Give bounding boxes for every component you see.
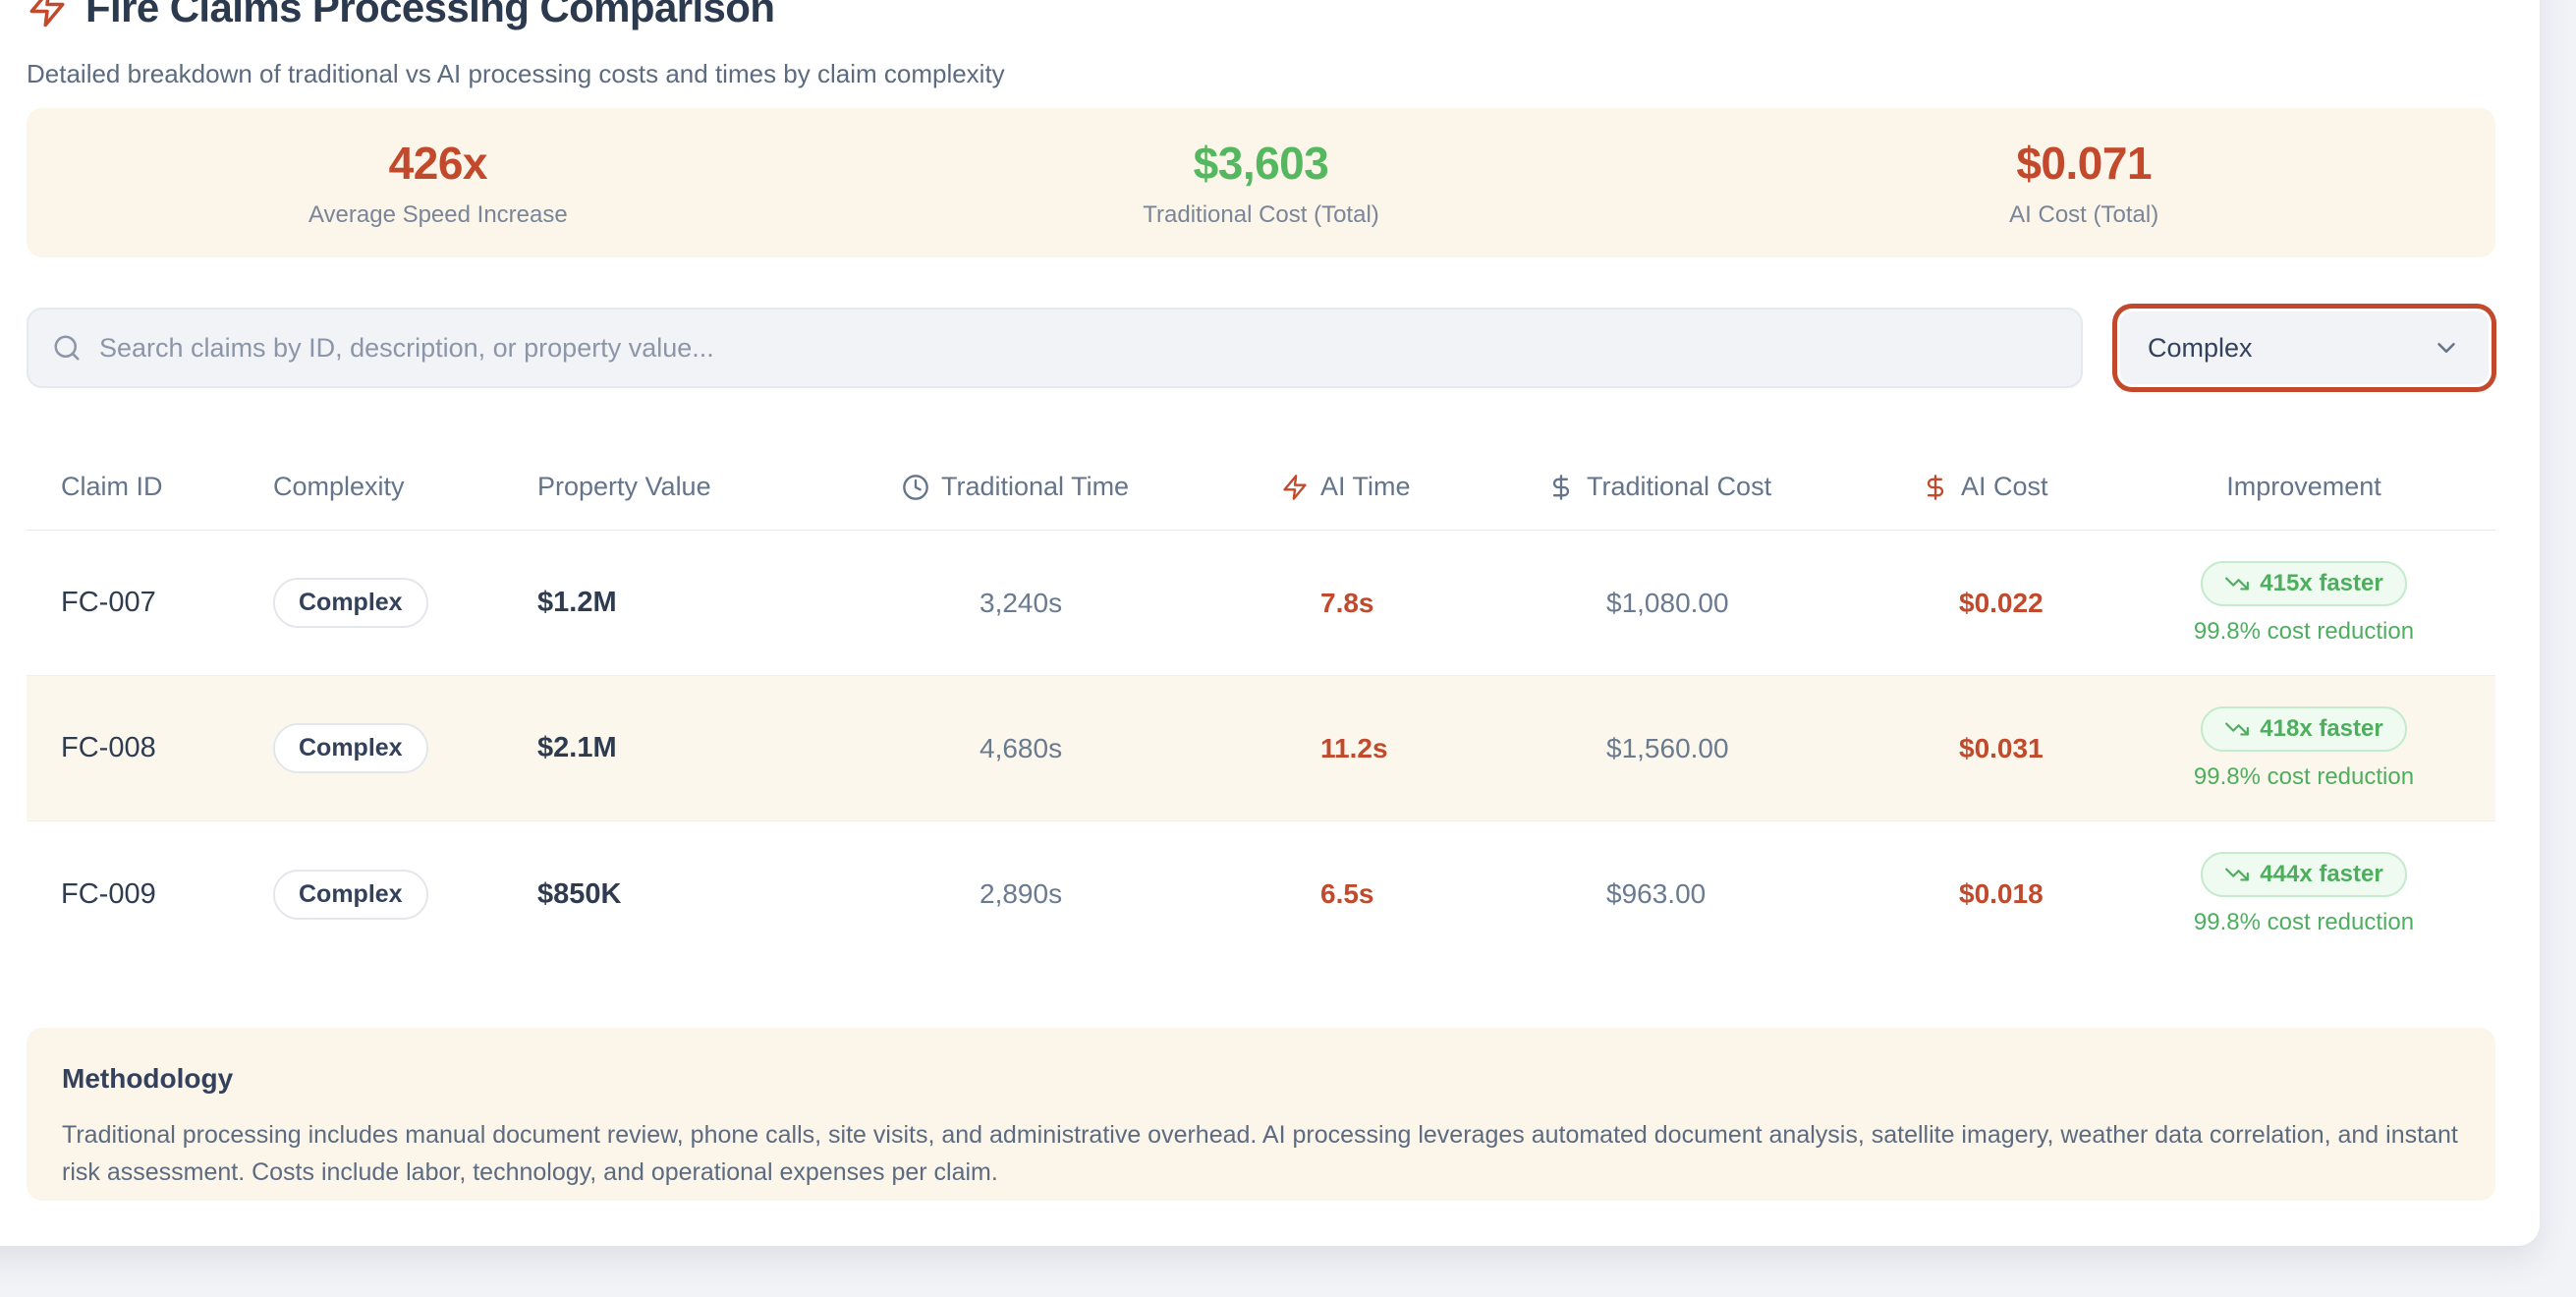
cost-reduction-label: 99.8% cost reduction	[2193, 762, 2415, 790]
claims-table: Claim ID Complexity Property Value Tradi…	[27, 444, 2495, 967]
ai-cost: $0.022	[1959, 587, 2044, 618]
stat-value: $3,603	[1193, 138, 1329, 189]
trending-down-icon	[2225, 868, 2250, 881]
improvement-cell: 415x faster 99.8% cost reduction	[2112, 560, 2495, 646]
stat-ai-cost-total: $0.071 AI Cost (Total)	[1672, 137, 2495, 229]
page-subtitle: Detailed breakdown of traditional vs AI …	[27, 59, 1005, 88]
stat-label: AI Cost (Total)	[2009, 201, 2159, 228]
stat-speed-increase: 426x Average Speed Increase	[27, 137, 850, 229]
filter-selected-value: Complex	[2148, 332, 2253, 363]
complexity-badge: Complex	[273, 578, 428, 628]
ai-cost: $0.018	[1959, 878, 2044, 909]
dollar-icon	[1927, 474, 1944, 500]
complexity-filter-select[interactable]: Complex	[2120, 311, 2489, 384]
speed-badge: 418x faster	[2201, 705, 2407, 752]
traditional-cost: $1,560.00	[1606, 732, 1729, 763]
search-icon	[54, 335, 80, 361]
chevron-down-icon	[2437, 343, 2455, 353]
page-title: Fire Claims Processing Comparison	[85, 0, 775, 30]
trending-down-icon	[2225, 577, 2250, 590]
table-header-row: Claim ID Complexity Property Value Tradi…	[27, 444, 2495, 531]
ai-cost: $0.031	[1959, 732, 2044, 763]
property-value: $850K	[537, 877, 622, 910]
ai-time: 7.8s	[1320, 587, 1374, 618]
search-input[interactable]	[99, 332, 2057, 364]
zap-icon	[29, 0, 65, 28]
complexity-badge: Complex	[273, 869, 428, 920]
dollar-icon	[1552, 474, 1570, 500]
methodology-panel: Methodology Traditional processing inclu…	[27, 1028, 2495, 1201]
trending-down-icon	[2225, 722, 2250, 735]
stat-value: $0.071	[2016, 138, 2153, 189]
col-claim-id: Claim ID	[61, 472, 163, 501]
traditional-cost: $1,080.00	[1606, 587, 1729, 618]
col-complexity: Complexity	[273, 472, 405, 501]
clock-icon	[903, 474, 928, 500]
stat-traditional-cost-total: $3,603 Traditional Cost (Total)	[850, 137, 1673, 229]
stat-label: Traditional Cost (Total)	[1143, 201, 1379, 228]
speed-badge: 444x faster	[2201, 852, 2407, 897]
traditional-time: 3,240s	[980, 587, 1063, 618]
col-traditional-time: Traditional Time	[902, 472, 1281, 502]
zap-icon	[1283, 474, 1307, 500]
page-header: Fire Claims Processing Comparison	[27, 0, 775, 31]
claim-id: FC-008	[61, 732, 156, 763]
traditional-time: 4,680s	[980, 732, 1063, 763]
ai-time: 6.5s	[1320, 878, 1374, 909]
col-ai-time: AI Time	[1281, 472, 1547, 502]
col-property-value: Property Value	[537, 472, 711, 501]
cost-reduction-label: 99.8% cost reduction	[2193, 909, 2415, 935]
table-row[interactable]: FC-009 Complex $850K 2,890s 6.5s $963.00…	[27, 821, 2495, 967]
col-improvement: Improvement	[2226, 472, 2381, 501]
col-traditional-cost: Traditional Cost	[1547, 472, 1922, 502]
traditional-cost: $963.00	[1606, 878, 1707, 909]
traditional-time: 2,890s	[980, 878, 1063, 909]
stats-banner: 426x Average Speed Increase $3,603 Tradi…	[27, 108, 2495, 257]
speed-badge: 415x faster	[2201, 560, 2407, 606]
property-value: $1.2M	[537, 587, 617, 618]
property-value: $2.1M	[537, 732, 617, 763]
improvement-cell: 418x faster 99.8% cost reduction	[2112, 705, 2495, 791]
table-row[interactable]: FC-007 Complex $1.2M 3,240s 7.8s $1,080.…	[27, 531, 2495, 676]
col-ai-cost: AI Cost	[1922, 472, 2112, 502]
methodology-body: Traditional processing includes manual d…	[62, 1121, 2458, 1186]
complexity-badge: Complex	[273, 723, 428, 773]
table-row[interactable]: FC-008 Complex $2.1M 4,680s 11.2s $1,560…	[27, 676, 2495, 821]
ai-time: 11.2s	[1320, 732, 1388, 763]
stat-label: Average Speed Increase	[308, 201, 568, 228]
claim-id: FC-009	[61, 877, 156, 910]
stat-value: 426x	[388, 138, 488, 189]
cost-reduction-label: 99.8% cost reduction	[2193, 617, 2415, 645]
search-bar	[27, 308, 2083, 388]
methodology-title: Methodology	[62, 1063, 234, 1094]
claim-id: FC-007	[61, 587, 156, 618]
improvement-cell: 444x faster 99.8% cost reduction	[2112, 852, 2495, 936]
